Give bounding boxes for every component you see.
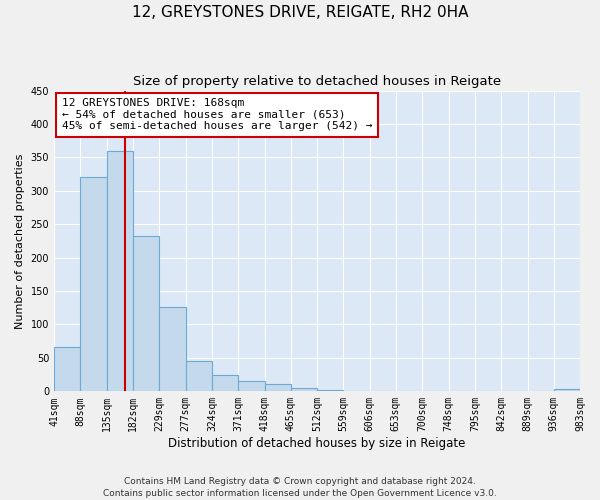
Bar — [159, 307, 186, 392]
Bar — [80, 178, 107, 392]
Bar — [238, 382, 265, 392]
Bar — [54, 346, 80, 392]
Bar — [317, 390, 343, 392]
Text: 12 GREYSTONES DRIVE: 168sqm
← 54% of detached houses are smaller (653)
45% of se: 12 GREYSTONES DRIVE: 168sqm ← 54% of det… — [62, 98, 373, 132]
Bar — [291, 388, 317, 392]
Bar — [133, 236, 159, 392]
Bar — [212, 376, 238, 392]
Text: 12, GREYSTONES DRIVE, REIGATE, RH2 0HA: 12, GREYSTONES DRIVE, REIGATE, RH2 0HA — [132, 5, 468, 20]
Bar — [107, 150, 133, 392]
X-axis label: Distribution of detached houses by size in Reigate: Distribution of detached houses by size … — [169, 437, 466, 450]
Y-axis label: Number of detached properties: Number of detached properties — [15, 154, 25, 328]
Title: Size of property relative to detached houses in Reigate: Size of property relative to detached ho… — [133, 75, 501, 88]
Bar — [370, 390, 396, 392]
Bar — [343, 390, 370, 392]
Bar — [554, 390, 580, 392]
Text: Contains HM Land Registry data © Crown copyright and database right 2024.
Contai: Contains HM Land Registry data © Crown c… — [103, 476, 497, 498]
Bar — [186, 360, 212, 392]
Bar — [265, 384, 291, 392]
Bar — [422, 390, 449, 392]
